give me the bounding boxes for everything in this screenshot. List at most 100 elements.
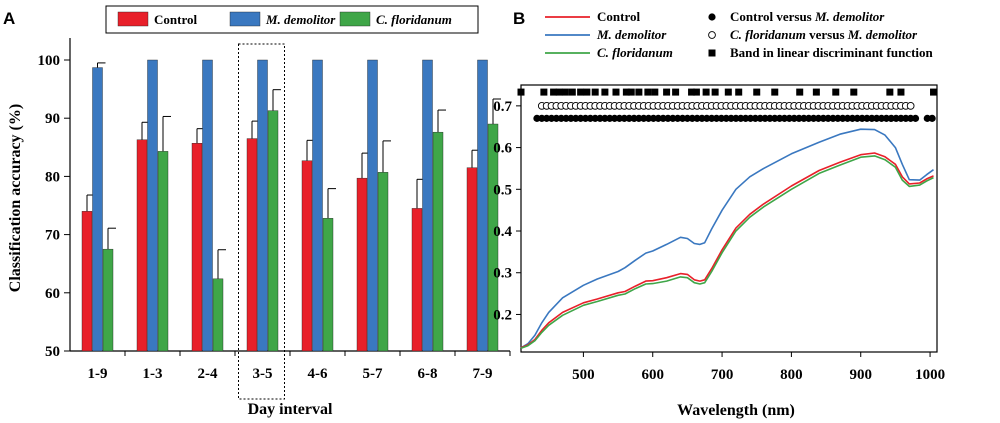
- band-square-marker: [897, 88, 905, 96]
- band-square-marker: [622, 88, 630, 96]
- panel-b-x-tick-label: 600: [641, 367, 664, 383]
- panel-a-bar-control: [191, 143, 203, 352]
- panel-b-legend-marker: [708, 31, 716, 39]
- panel-a-y-tick-label: 50: [45, 344, 60, 360]
- panel-a-highlight-box: [238, 43, 285, 400]
- panel-b-legend-marker: [708, 49, 716, 57]
- panel-a-x-tick-label: 3-5: [253, 366, 273, 382]
- panel-a-bar-control: [81, 211, 93, 352]
- panel-b-x-tick-label: 1000: [915, 367, 945, 383]
- panel-b-x-tick-label: 800: [780, 367, 803, 383]
- panel-b-frame: [520, 84, 938, 353]
- panel-b-legend-label: M. demolitor: [596, 27, 667, 42]
- panel-b-y-tick-label: 0.2: [493, 307, 512, 323]
- band-square-marker: [724, 88, 732, 96]
- band-square-marker: [711, 88, 719, 96]
- panel-a-bar-control: [136, 139, 148, 352]
- panel-b-y-tick-label: 0.6: [493, 141, 512, 157]
- panel-b-x-tick-label: 900: [849, 367, 872, 383]
- panel-a-legend-box: [105, 5, 479, 34]
- panel-b-axes: 500 600 700 800 900 1000 0.2 0.3 0.4 0.5 0.6 0.7: [493, 84, 945, 383]
- panel-b-x-axis-title: Wavelength (nm): [677, 402, 795, 419]
- panel-a-x-tick-label: 5-7: [363, 366, 383, 382]
- panel-a-bar-c-floridanum: [102, 248, 114, 352]
- panel-a-bar-m-demolitor: [147, 59, 158, 352]
- panel-a-bar-m-demolitor: [422, 59, 433, 352]
- panel-a-bar-chart: A Control M. demolitor C. floridanum 50 60 7…: [3, 5, 511, 418]
- panel-a-bar-control: [246, 138, 258, 352]
- panel-a-y-tick-label: 70: [45, 228, 60, 244]
- panel-a-bar-m-demolitor: [477, 59, 488, 352]
- panel-a-bar-control: [411, 208, 423, 352]
- panel-b-x-tick-label: 700: [711, 367, 734, 383]
- band-square-marker: [561, 88, 569, 96]
- open-circle-marker: [906, 102, 915, 110]
- panel-a-bars: [81, 43, 501, 400]
- panel-a-bar-m-demolitor: [202, 59, 213, 352]
- panel-a-legend-label: C. floridanum: [376, 12, 452, 27]
- band-square-marker: [812, 88, 820, 96]
- panel-a-x-tick-label: 1-3: [143, 366, 163, 382]
- panel-a-y-axis-title: Classification accuracy (%): [7, 104, 24, 292]
- panel-a-bar-control: [466, 167, 478, 352]
- panel-a-legend-swatch: [339, 11, 371, 27]
- band-square-marker: [583, 88, 591, 96]
- panel-a-y-tick-label: 60: [45, 286, 60, 302]
- band-square-marker: [568, 88, 576, 96]
- panel-a-bar-c-floridanum: [377, 172, 389, 352]
- band-square-marker: [688, 88, 696, 96]
- panel-b-line-c-floridanum: [520, 155, 934, 349]
- panel-a-bar-c-floridanum: [157, 151, 169, 352]
- panel-b-legend-label: C. floridanum versus M. demolitor: [730, 27, 918, 42]
- band-square-marker: [672, 88, 680, 96]
- filled-circle-marker: [928, 114, 936, 122]
- panel-a-x-tick-label: 4-6: [308, 366, 328, 382]
- panel-a-x-tick-label: 6-8: [418, 366, 438, 382]
- panel-a-bar-c-floridanum: [267, 110, 279, 352]
- panel-a-label: A: [3, 9, 15, 28]
- band-square-marker: [692, 88, 700, 96]
- panel-b-legend-label: Band in linear discriminant function: [730, 45, 934, 60]
- panel-b-line-control: [520, 152, 934, 349]
- panel-b-y-tick-label: 0.5: [493, 182, 512, 198]
- band-square-marker: [627, 88, 635, 96]
- panel-a-bar-control: [301, 160, 313, 352]
- band-square-marker: [796, 88, 804, 96]
- panel-a-x-tick-label: 1-9: [88, 366, 108, 382]
- panel-b-y-tick-label: 0.7: [493, 99, 512, 115]
- band-square-marker: [886, 88, 894, 96]
- panel-b-legend-label: C. floridanum: [597, 45, 673, 60]
- band-square-marker: [555, 88, 563, 96]
- band-square-marker: [850, 88, 858, 96]
- panel-a-legend-label: M. demolitor: [265, 12, 336, 27]
- panel-a-legend-swatch: [229, 11, 261, 27]
- panel-b-lines: [520, 128, 934, 349]
- band-square-marker: [771, 88, 779, 96]
- panel-a-legend-swatch: [117, 11, 149, 27]
- panel-a-bar-control: [356, 177, 368, 352]
- panel-b-y-tick-label: 0.4: [493, 224, 512, 240]
- band-square-marker: [832, 88, 840, 96]
- band-square-marker: [540, 88, 548, 96]
- panel-a-bar-m-demolitor: [257, 59, 268, 352]
- panel-a-x-axis-title: Day interval: [248, 401, 333, 418]
- panel-a-y-tick-label: 80: [45, 169, 60, 185]
- panel-b-significance-markers: [517, 88, 938, 122]
- panel-a-bar-m-demolitor: [312, 59, 323, 352]
- band-square-marker: [702, 88, 710, 96]
- band-square-marker: [577, 88, 585, 96]
- band-square-marker: [591, 88, 599, 96]
- band-square-marker: [651, 88, 659, 96]
- panel-a-bar-m-demolitor: [92, 67, 103, 352]
- band-square-marker: [612, 88, 620, 96]
- panel-a-bar-c-floridanum: [432, 131, 444, 352]
- band-square-marker: [735, 88, 743, 96]
- panel-b-legend-label: Control: [597, 9, 640, 24]
- band-square-marker: [635, 88, 643, 96]
- panel-a-x-tick-label: 7-9: [473, 366, 493, 382]
- panel-a-bar-c-floridanum: [212, 278, 224, 352]
- panel-a-legend: Control M. demolitor C. floridanum: [105, 5, 479, 34]
- panel-a-bar-c-floridanum: [487, 123, 499, 352]
- panel-a-x-axis: 1-9 1-3 2-4 3-5 4-6 5-7 6-8 7-9: [88, 351, 511, 382]
